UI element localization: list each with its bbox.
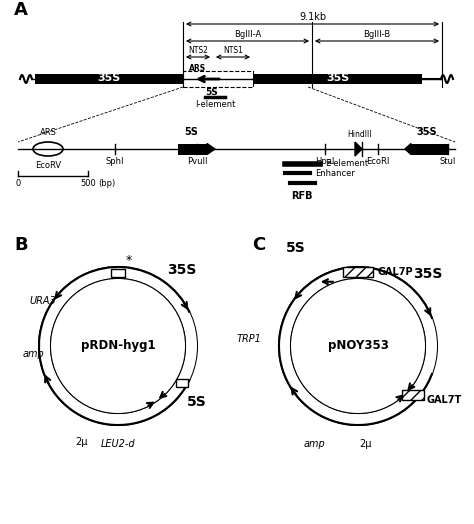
Text: 5S: 5S	[206, 88, 219, 97]
Text: GAL7P: GAL7P	[378, 267, 414, 277]
Text: 500: 500	[80, 179, 96, 188]
Text: (bp): (bp)	[98, 179, 115, 188]
Text: 35S: 35S	[167, 263, 197, 277]
Bar	[178, 144, 207, 155]
Text: EcoRI: EcoRI	[366, 157, 390, 166]
Bar	[411, 144, 448, 155]
Text: NTS1: NTS1	[223, 46, 243, 55]
Text: EcoRV: EcoRV	[35, 161, 61, 170]
Text: PvuII: PvuII	[187, 157, 207, 166]
Bar	[402, 390, 424, 400]
Text: TRP1: TRP1	[236, 334, 261, 344]
Text: 5S: 5S	[187, 395, 207, 409]
Text: pRDN-hyg1: pRDN-hyg1	[81, 340, 155, 353]
Text: BglII-A: BglII-A	[234, 30, 261, 39]
Text: A: A	[14, 1, 28, 19]
Text: 5S: 5S	[286, 241, 305, 255]
Circle shape	[291, 279, 425, 413]
Text: SphI: SphI	[106, 157, 124, 166]
Text: 35S: 35S	[416, 127, 437, 137]
Text: 35S: 35S	[413, 267, 442, 281]
Text: GAL7T: GAL7T	[426, 395, 462, 405]
Circle shape	[51, 279, 185, 413]
Text: 35S: 35S	[97, 73, 120, 83]
Bar	[111, 269, 125, 277]
Polygon shape	[355, 142, 362, 156]
Text: 0: 0	[15, 179, 21, 188]
Text: RFB: RFB	[291, 191, 313, 201]
Text: B: B	[14, 236, 27, 254]
Text: StuI: StuI	[440, 157, 456, 166]
Bar	[253, 74, 422, 84]
Text: 9.1kb: 9.1kb	[299, 12, 326, 22]
Polygon shape	[405, 144, 411, 155]
Text: ARS: ARS	[190, 64, 207, 73]
Text: LEU2-d: LEU2-d	[100, 439, 135, 449]
Circle shape	[39, 267, 197, 425]
Bar	[343, 267, 373, 277]
Text: BglII-B: BglII-B	[364, 30, 391, 39]
Text: ARS: ARS	[39, 128, 56, 137]
Bar	[183, 71, 253, 87]
Text: C: C	[252, 236, 265, 254]
Text: I-element: I-element	[195, 100, 235, 109]
Bar	[35, 74, 183, 84]
Text: HpaI: HpaI	[315, 157, 335, 166]
Text: 2μ: 2μ	[75, 437, 88, 447]
Text: Enhancer: Enhancer	[315, 169, 355, 178]
Text: URA3: URA3	[29, 296, 56, 306]
Text: HindIII: HindIII	[348, 130, 372, 139]
Bar	[176, 378, 188, 387]
Text: E-element: E-element	[325, 159, 368, 169]
Text: 2μ: 2μ	[359, 439, 372, 449]
Text: amp: amp	[23, 349, 45, 359]
Circle shape	[279, 267, 437, 425]
Text: NTS2: NTS2	[188, 46, 208, 55]
Text: *: *	[126, 254, 132, 267]
Polygon shape	[207, 144, 215, 155]
Text: 5S: 5S	[184, 127, 199, 137]
Text: 35S: 35S	[326, 73, 349, 83]
Text: pNOY353: pNOY353	[328, 340, 388, 353]
Text: amp: amp	[303, 439, 325, 449]
